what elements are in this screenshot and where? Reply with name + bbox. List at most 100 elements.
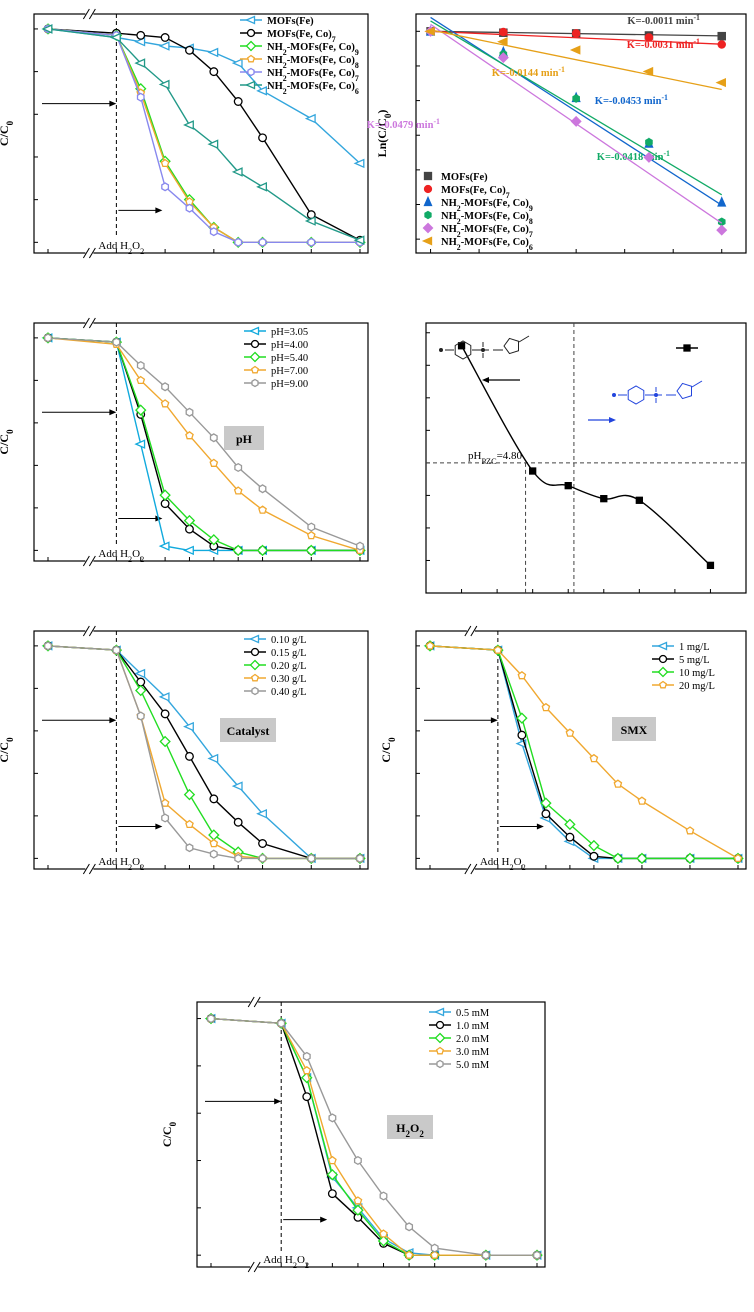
data-point — [517, 730, 527, 740]
bond — [518, 335, 530, 343]
data-point — [302, 1092, 312, 1102]
legend-label: pH=4.00 — [271, 340, 308, 351]
series-line — [47, 645, 360, 860]
panel-g: C/C0 Add H2O2 0.5 mM 1.0 mM 2.0 mM 3.0 mM 5.0 … — [160, 996, 546, 1273]
reaction-arrowhead — [155, 823, 163, 830]
data-point — [258, 839, 268, 848]
legend-label: NH2-MOFs(Fe, Co)7 — [267, 68, 359, 83]
data-point — [185, 524, 194, 534]
legend-marker — [435, 1046, 445, 1055]
data-point — [234, 853, 243, 863]
data-point — [715, 77, 726, 88]
add-h2o2-label: Add H2O2 — [480, 856, 526, 872]
fit-line — [430, 16, 723, 206]
legend-label: MOFs(Fe) — [441, 172, 488, 183]
data-point — [307, 853, 316, 863]
series-line — [429, 645, 738, 860]
legend-marker — [658, 680, 668, 689]
series-line — [47, 337, 360, 552]
legend-label: NH2-MOFs(Fe, Co)8 — [441, 211, 533, 226]
legend-marker — [248, 326, 260, 336]
series-line — [47, 28, 360, 244]
legend-marker — [249, 351, 261, 363]
legend-marker — [656, 641, 668, 651]
series-line — [210, 1017, 537, 1256]
data-point — [717, 196, 727, 207]
data-point — [233, 817, 243, 827]
axis-break-mark — [88, 8, 96, 20]
data-point — [134, 439, 146, 449]
data-point — [136, 92, 145, 102]
data-point — [183, 545, 194, 556]
rate-constant-label: K=-0.0418 min-1 — [597, 149, 670, 164]
data-point — [134, 668, 146, 679]
legend-label: NH2-MOFs(Fe, Co)8 — [267, 55, 359, 70]
legend-marker — [423, 195, 433, 207]
data-point — [185, 751, 194, 761]
series-line — [47, 645, 360, 860]
legend-marker — [244, 15, 256, 25]
legend-marker — [246, 28, 256, 38]
reaction-arrowhead — [155, 207, 163, 214]
data-point — [161, 813, 170, 823]
legend-label: 0.10 g/L — [271, 635, 307, 646]
axis-break-gap — [250, 999, 259, 1005]
data-point — [327, 1189, 337, 1199]
data-point — [379, 1191, 388, 1201]
data-point — [328, 1113, 337, 1123]
panel-e: C/C0 Add H2O2 0.10 g/L 0.15 g/L 0.20 g/L 0.30… — [0, 625, 369, 875]
legend-label: MOFs(Fe, Co)7 — [441, 185, 510, 200]
data-point — [159, 735, 171, 748]
data-point — [540, 797, 552, 809]
data-point — [41, 24, 53, 34]
data-point — [231, 781, 243, 791]
axis-break-mark — [88, 555, 96, 567]
series-3 — [206, 1013, 542, 1259]
data-point — [600, 495, 608, 503]
data-point — [233, 97, 243, 106]
legend-marker — [435, 1020, 445, 1030]
data-point — [302, 1051, 311, 1061]
legend-marker — [248, 634, 260, 644]
axis-break-gap — [466, 866, 475, 872]
fit-line — [430, 29, 722, 91]
data-point — [258, 853, 267, 863]
data-point — [565, 832, 575, 842]
data-point — [256, 544, 269, 557]
reaction-arrowhead — [320, 1216, 328, 1223]
data-point — [644, 33, 654, 42]
legend-marker — [423, 184, 433, 194]
absorb-arrowhead — [490, 717, 498, 724]
data-point — [493, 645, 503, 654]
series-line — [47, 337, 360, 552]
data-point — [564, 482, 572, 490]
data-point — [158, 692, 170, 702]
data-point — [208, 534, 220, 546]
legend-marker — [251, 378, 259, 388]
condition-box-label: pH — [236, 432, 253, 446]
legend-marker — [250, 647, 260, 657]
axis-break-mark — [82, 8, 90, 20]
series-line — [47, 28, 361, 241]
pzc-label: pHPZC=4.80 — [468, 450, 523, 466]
legend-label: 0.30 g/L — [271, 674, 307, 685]
data-point — [233, 486, 243, 495]
panel-c: C/C0 Add H2O2 pH=3.05 pH=4.00 pH=5.40 pH=7.00… — [0, 317, 369, 567]
data-point — [109, 32, 121, 43]
reaction-arrowhead — [536, 823, 544, 830]
data-point — [424, 26, 435, 36]
data-point — [497, 52, 509, 64]
data-point — [158, 541, 170, 551]
condition-box: pH — [224, 426, 264, 450]
data-point — [185, 407, 194, 417]
data-point — [209, 838, 219, 848]
condition-box-label: Catalyst — [227, 724, 270, 738]
data-point — [685, 826, 695, 835]
absorb-arrowhead — [274, 1098, 282, 1105]
data-point — [231, 58, 243, 68]
series-0 — [41, 641, 365, 864]
